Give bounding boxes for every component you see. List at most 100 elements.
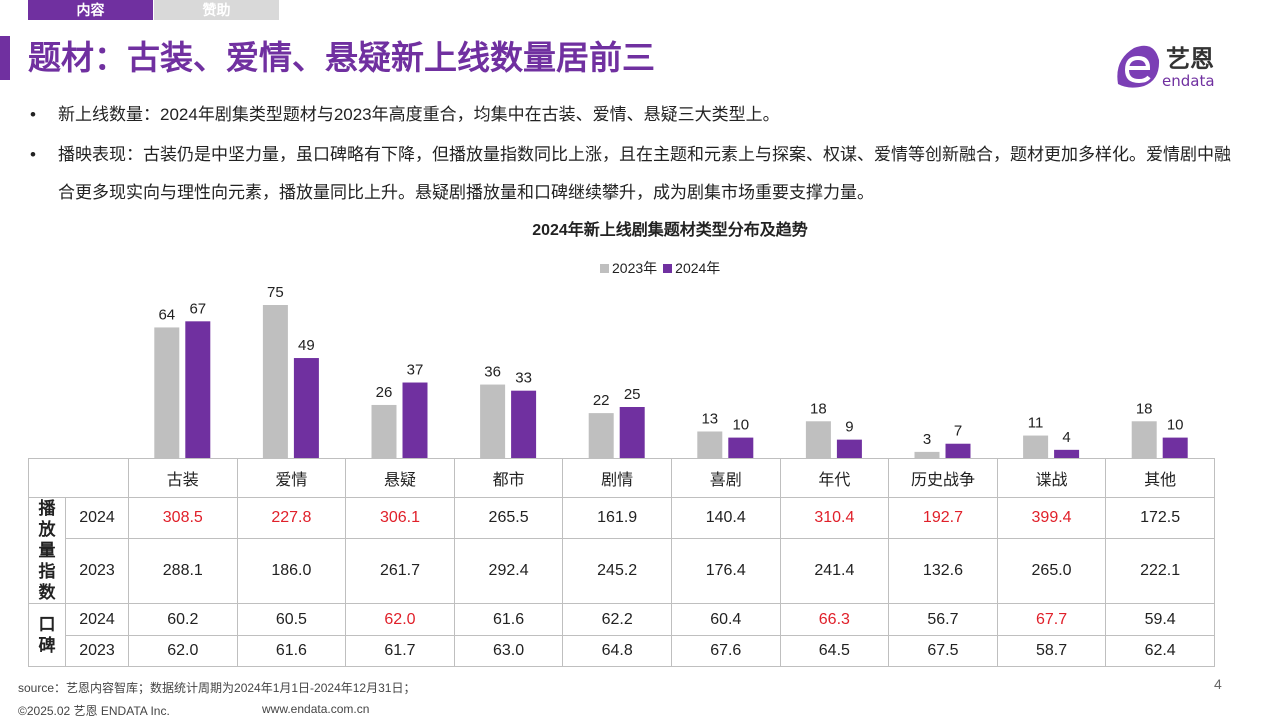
source-note: source：艺恩内容智库；数据统计周期为2024年1月1日-2024年12月3… [18,681,416,695]
bullet-text: 新上线数量：2024年剧集类型题材与2023年高度重合，均集中在古装、爱情、悬疑… [58,105,780,124]
column-header: 谍战 [996,458,1107,498]
data-label: 10 [1167,417,1184,434]
value-cell: 265.0 [996,538,1107,604]
column-header: 历史战争 [888,458,998,498]
bar-2024 [836,439,862,458]
bar-2023 [1131,421,1157,458]
value-cell: 62.4 [1105,635,1215,667]
data-label: 26 [376,384,393,401]
bar-2024 [402,382,428,458]
legend-2023: 2023年 [600,258,657,278]
data-label: 36 [484,364,501,381]
column-header: 爱情 [236,458,347,498]
svg-text:endata: endata [1162,72,1215,90]
bar-2023 [805,421,831,458]
value-cell: 186.0 [236,538,347,604]
page-title: 题材：古装、爱情、悬疑新上线数量居前三 [28,39,655,76]
year-cell: 2023 [65,538,129,604]
value-cell: 227.8 [236,497,347,539]
data-label: 75 [267,284,284,301]
value-cell: 310.4 [779,497,890,539]
column-header: 悬疑 [345,458,455,498]
data-label: 4 [1062,429,1070,446]
data-label: 22 [593,392,610,409]
corner-cell [28,458,129,498]
bar-2024 [293,358,319,458]
website-link[interactable]: www.endata.com.cn [262,702,370,716]
data-label: 33 [515,370,532,387]
value-cell: 67.7 [996,603,1107,636]
svg-text:艺恩: 艺恩 [1166,45,1214,73]
data-label: 13 [701,410,718,427]
value-cell: 61.6 [453,603,564,636]
bar-2023 [914,451,940,458]
legend-swatch-2023 [600,264,609,273]
year-cell: 2024 [65,603,129,636]
bullet-dot: • [30,105,36,124]
value-cell: 132.6 [888,538,998,604]
group-play-index: 播放量指数 [28,497,66,604]
column-header: 古装 [128,458,238,498]
bar-2023 [480,384,506,458]
column-header: 喜剧 [670,458,781,498]
bullet-text: 播映表现：古装仍是中坚力量，虽口碑略有下降，但播放量指数同比上涨，且在主题和元素… [58,145,1231,202]
value-cell: 161.9 [562,497,672,539]
data-label: 67 [189,300,206,317]
tab-content[interactable]: 内容 [28,0,153,20]
chart-legend: 2023年 2024年 [600,258,720,278]
data-label: 37 [407,362,424,379]
value-cell: 172.5 [1105,497,1215,539]
value-cell: 67.6 [670,635,781,667]
legend-label: 2024年 [675,260,721,276]
value-cell: 62.0 [128,635,238,667]
legend-2024: 2024年 [663,258,720,278]
value-cell: 64.8 [562,635,672,667]
copyright: ©2025.02 艺恩 ENDATA Inc. [18,704,170,718]
page-number: 4 [1214,676,1222,692]
bar-2023 [697,431,723,458]
value-cell: 56.7 [888,603,998,636]
value-cell: 241.4 [779,538,890,604]
value-cell: 261.7 [345,538,455,604]
value-cell: 265.5 [453,497,564,539]
value-cell: 399.4 [996,497,1107,539]
value-cell: 60.2 [128,603,238,636]
title-accent-bar [0,36,10,80]
column-header: 剧情 [562,458,672,498]
value-cell: 67.5 [888,635,998,667]
column-header: 都市 [453,458,564,498]
data-label: 49 [298,337,315,354]
bar-2023 [371,404,397,458]
value-cell: 62.2 [562,603,672,636]
value-cell: 59.4 [1105,603,1215,636]
bar-2024 [1162,437,1188,458]
value-cell: 63.0 [453,635,564,667]
value-cell: 292.4 [453,538,564,604]
value-cell: 64.5 [779,635,890,667]
bar-2024 [185,321,211,458]
bar-2024 [728,437,754,458]
group-label: 口碑 [38,615,56,655]
bar-2024 [1054,449,1080,458]
metrics-table: 古装 爱情 悬疑 都市 剧情 喜剧 年代 历史战争 谍战 其他 播放量指数 2024 308.5 227… [28,458,1215,667]
data-label: 9 [845,419,853,436]
value-cell: 61.6 [236,635,347,667]
value-cell: 308.5 [128,497,238,539]
data-label: 10 [732,417,749,434]
value-cell: 58.7 [996,635,1107,667]
year-cell: 2024 [65,497,129,539]
value-cell: 61.7 [345,635,455,667]
data-label: 64 [158,306,175,323]
value-cell: 66.3 [779,603,890,636]
bullet-dot: • [30,145,36,164]
bar-2024 [511,390,537,458]
bar-2024 [619,407,645,458]
data-label: 25 [624,386,641,403]
chart-title: 2024年新上线剧集题材类型分布及趋势 [532,222,808,239]
value-cell: 140.4 [670,497,781,539]
tab-sponsor[interactable]: 赞助 [154,0,279,20]
value-cell: 288.1 [128,538,238,604]
data-label: 11 [1028,415,1044,432]
value-cell: 62.0 [345,603,455,636]
